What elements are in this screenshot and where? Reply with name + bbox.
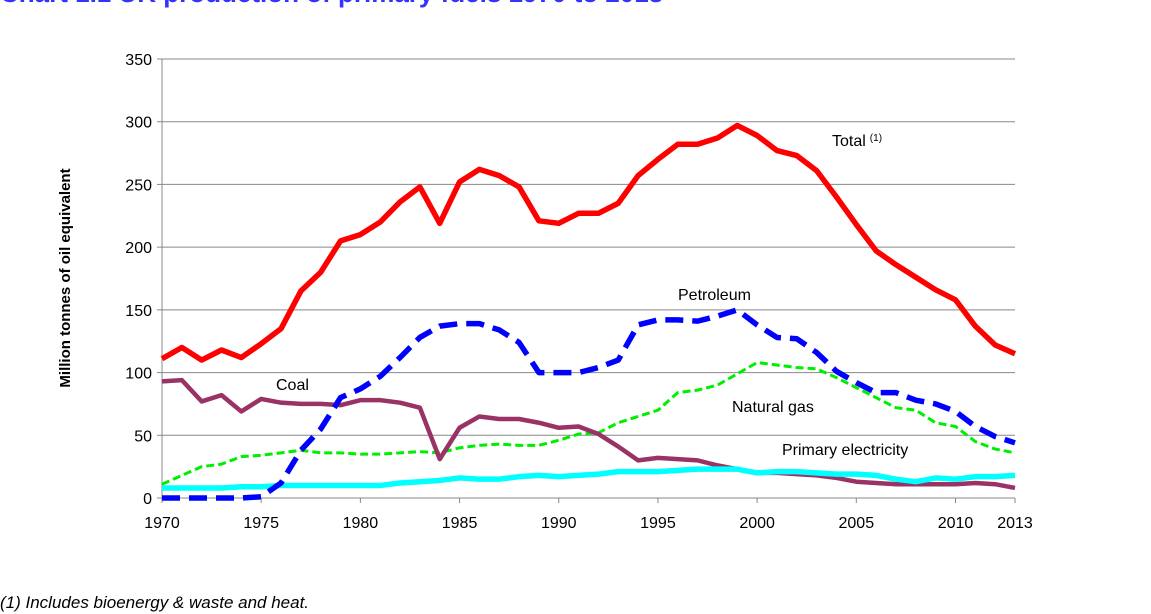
y-tick-label: 350 [125, 52, 152, 69]
y-tick-label: 300 [125, 115, 152, 132]
chart-title: Chart 1.1 UK production of primary fuels… [0, 0, 663, 8]
x-tick-label: 1990 [541, 515, 577, 532]
x-tick-label: 2010 [938, 515, 974, 532]
x-tick-label: 1995 [640, 515, 676, 532]
series-label: Total [832, 133, 866, 150]
x-tick-label: 1970 [144, 515, 180, 532]
footnote: (1) Includes bioenergy & waste and heat. [0, 593, 309, 612]
series-line [161, 377, 1016, 491]
y-tick-label: 200 [125, 240, 152, 257]
x-tick-label: 2000 [739, 515, 775, 532]
y-tick-label: 100 [125, 366, 152, 383]
x-tick-label: 1985 [442, 515, 478, 532]
series-label: Primary electricity [782, 442, 908, 459]
y-tick-label: 150 [125, 303, 152, 320]
series-line [162, 466, 1016, 491]
x-tick-label: 2013 [997, 515, 1033, 532]
series-line [160, 122, 1017, 363]
x-tick-label: 2005 [839, 515, 875, 532]
series-label: Petroleum [678, 287, 751, 304]
y-axis-label: Million tonnes of oil equivalent [57, 168, 74, 387]
x-tick-label: 1975 [243, 515, 279, 532]
series-label: Coal [276, 377, 309, 394]
series-label: Natural gas [732, 399, 814, 416]
series-line [162, 307, 1016, 501]
y-tick-label: 0 [143, 491, 152, 508]
y-tick-label: 50 [134, 428, 152, 445]
annotation: (1) [870, 133, 882, 144]
x-tick-label: 1980 [343, 515, 379, 532]
y-tick-label: 250 [125, 177, 152, 194]
